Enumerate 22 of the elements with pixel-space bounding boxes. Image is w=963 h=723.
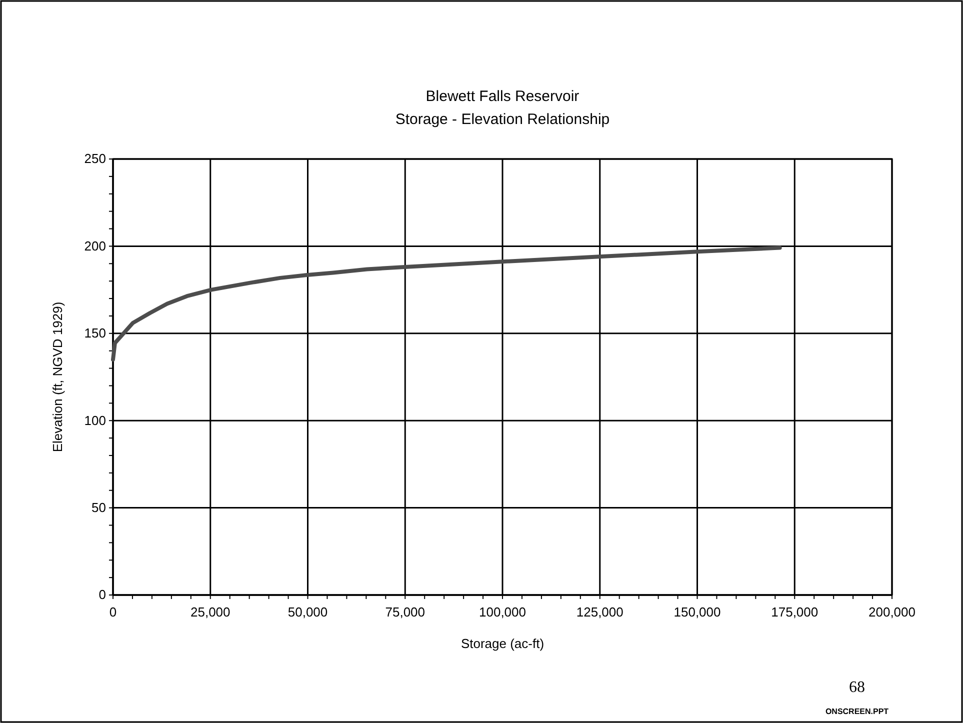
x-axis-title: Storage (ac-ft) xyxy=(460,636,544,651)
x-tick-label: 50,000 xyxy=(288,604,328,620)
text: 68 xyxy=(849,679,865,696)
x-tick-label: 200,000 xyxy=(868,604,916,620)
x-tick-label: 75,000 xyxy=(385,604,426,620)
y-tick-label: 200 xyxy=(84,238,106,254)
chart-subtitle: Storage - Elevation Relationship xyxy=(395,111,610,128)
x-tick-label: 150,000 xyxy=(674,604,721,620)
x-tick-label: 100,000 xyxy=(479,604,526,620)
x-tick-label: 125,000 xyxy=(576,604,624,620)
y-tick-label: 0 xyxy=(98,587,106,602)
y-tick-label: 50 xyxy=(92,500,106,515)
y-tick-label: 100 xyxy=(84,412,106,428)
y-tick-label: 250 xyxy=(84,151,106,166)
x-tick-label: 25,000 xyxy=(190,604,230,620)
chart-title: Blewett Falls Reservoir xyxy=(426,88,580,105)
x-tick-label: 0 xyxy=(109,604,117,620)
x-tick-label: 175,000 xyxy=(771,604,818,620)
line-series xyxy=(111,246,782,362)
y-tick-label: 150 xyxy=(84,326,106,341)
y-axis-title: Elevation (ft, NGVD 1929) xyxy=(50,302,65,452)
text: ONSCREEN.PPT xyxy=(825,707,889,716)
